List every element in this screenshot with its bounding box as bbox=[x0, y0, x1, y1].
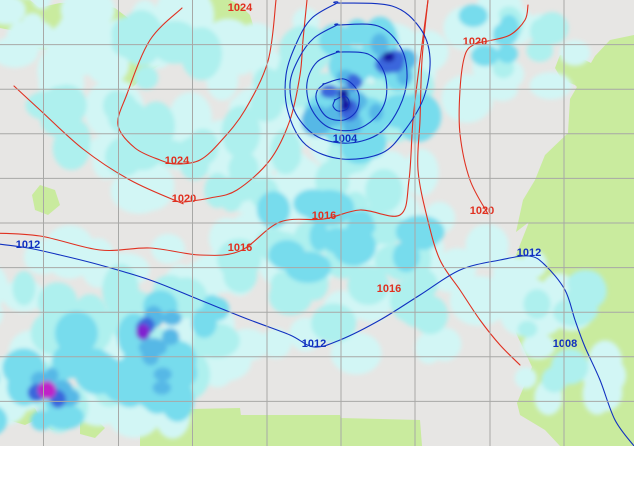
svg-text:1024: 1024 bbox=[228, 2, 253, 14]
svg-text:1024: 1024 bbox=[165, 155, 190, 167]
svg-text:1012: 1012 bbox=[302, 338, 326, 350]
svg-text:1004: 1004 bbox=[333, 133, 358, 145]
svg-text:1012: 1012 bbox=[517, 247, 541, 259]
svg-text:1016: 1016 bbox=[377, 283, 401, 295]
svg-text:1016: 1016 bbox=[312, 210, 336, 222]
svg-text:1020: 1020 bbox=[470, 205, 494, 217]
svg-text:1008: 1008 bbox=[553, 338, 577, 350]
svg-text:1016: 1016 bbox=[228, 242, 252, 254]
svg-text:1020: 1020 bbox=[463, 36, 487, 48]
svg-text:1012: 1012 bbox=[16, 239, 40, 251]
